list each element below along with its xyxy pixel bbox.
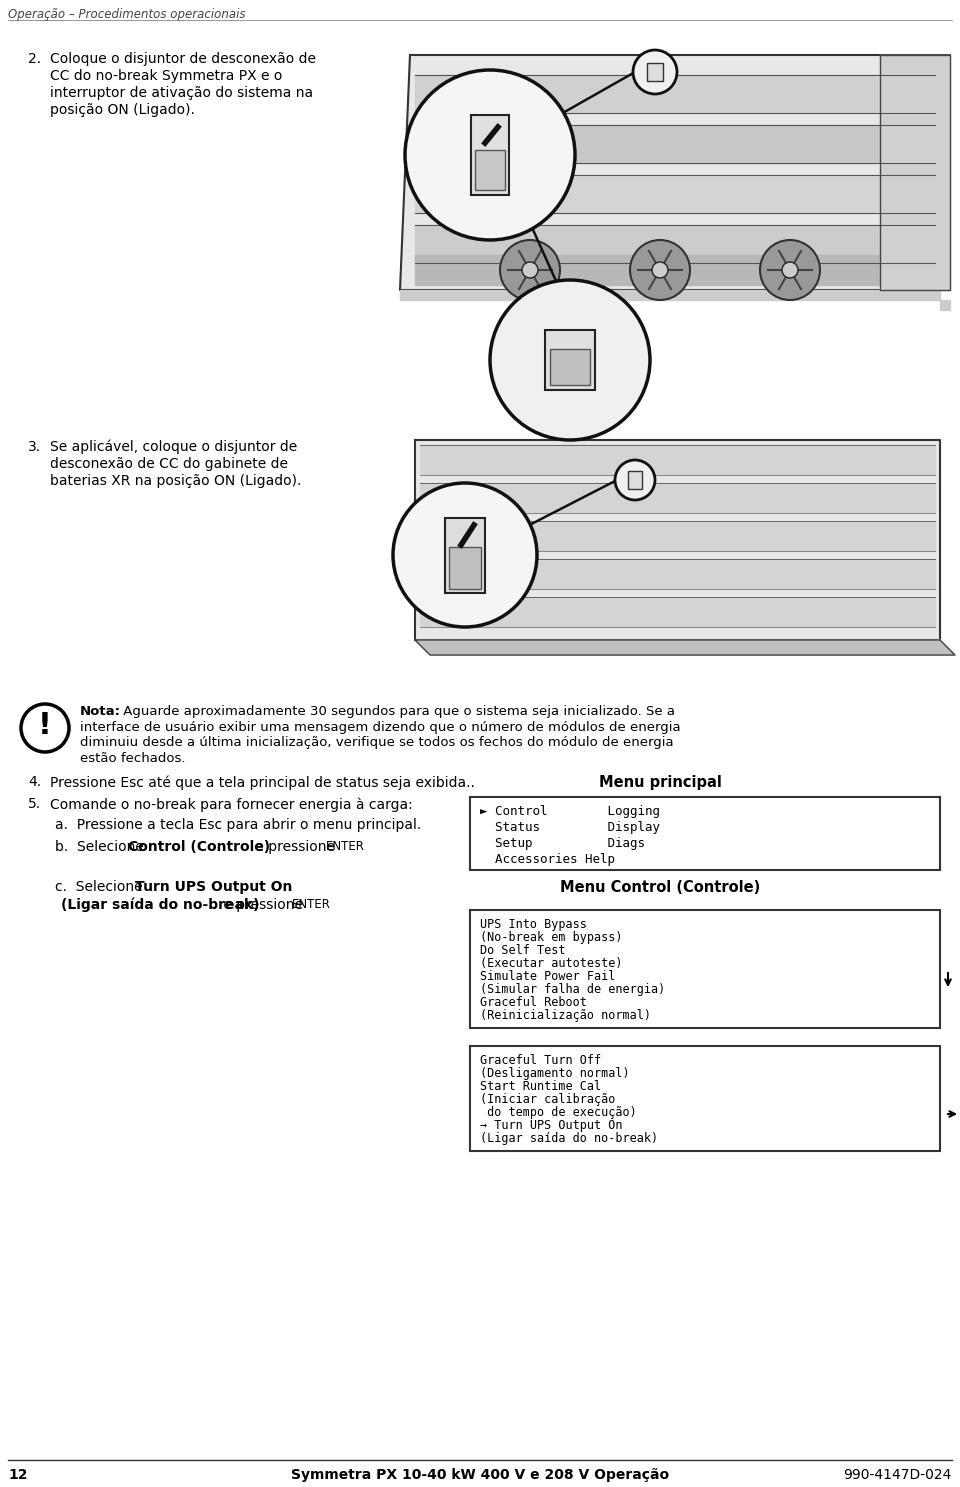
Text: Menu principal: Menu principal bbox=[599, 775, 721, 790]
Text: Turn UPS Output On: Turn UPS Output On bbox=[135, 880, 293, 894]
Text: e pressione: e pressione bbox=[251, 840, 340, 854]
Polygon shape bbox=[415, 254, 935, 286]
Circle shape bbox=[500, 239, 560, 300]
Text: Menu Control (Controle): Menu Control (Controle) bbox=[560, 880, 760, 895]
Text: (Desligamento normal): (Desligamento normal) bbox=[480, 1068, 630, 1080]
Text: Pressione Esc até que a tela principal de status seja exibida..: Pressione Esc até que a tela principal d… bbox=[50, 775, 475, 790]
Polygon shape bbox=[880, 55, 950, 290]
Text: (Ligar saída do no-break): (Ligar saída do no-break) bbox=[480, 1132, 659, 1145]
Text: ► Control        Logging: ► Control Logging bbox=[480, 804, 660, 818]
Text: diminuiu desde a última inicialização, verifique se todos os fechos do módulo de: diminuiu desde a última inicialização, v… bbox=[80, 736, 674, 749]
Text: Graceful Turn Off: Graceful Turn Off bbox=[480, 1054, 601, 1068]
Bar bbox=[475, 150, 505, 190]
Circle shape bbox=[633, 51, 677, 94]
Bar bbox=[550, 349, 590, 385]
Polygon shape bbox=[420, 559, 935, 589]
Polygon shape bbox=[415, 74, 935, 113]
Circle shape bbox=[615, 459, 655, 500]
Bar bbox=[470, 1045, 940, 1151]
Circle shape bbox=[630, 239, 690, 300]
Text: 3.: 3. bbox=[28, 440, 41, 454]
Text: Comande o no-break para fornecer energia à carga:: Comande o no-break para fornecer energia… bbox=[50, 797, 413, 812]
Bar bbox=[470, 797, 940, 870]
Text: (No-break em bypass): (No-break em bypass) bbox=[480, 931, 622, 944]
Text: posição ON (Ligado).: posição ON (Ligado). bbox=[50, 103, 195, 117]
Circle shape bbox=[760, 239, 820, 300]
Text: (Iniciar calibração: (Iniciar calibração bbox=[480, 1093, 615, 1106]
Bar bbox=[471, 114, 509, 195]
Text: Se aplicável, coloque o disjuntor de: Se aplicável, coloque o disjuntor de bbox=[50, 440, 298, 455]
Text: Nota:: Nota: bbox=[80, 705, 121, 718]
Circle shape bbox=[522, 262, 538, 278]
Circle shape bbox=[405, 70, 575, 239]
Text: → Turn UPS Output On: → Turn UPS Output On bbox=[480, 1120, 622, 1132]
Text: CC do no-break Symmetra PX e o: CC do no-break Symmetra PX e o bbox=[50, 68, 282, 83]
Polygon shape bbox=[415, 175, 935, 213]
Text: Setup          Diags: Setup Diags bbox=[480, 837, 645, 851]
Polygon shape bbox=[415, 639, 955, 654]
Bar bbox=[545, 330, 595, 390]
Text: b.  Selecione: b. Selecione bbox=[55, 840, 148, 854]
Text: Operação – Procedimentos operacionais: Operação – Procedimentos operacionais bbox=[8, 7, 246, 21]
Circle shape bbox=[490, 280, 650, 440]
Text: interruptor de ativação do sistema na: interruptor de ativação do sistema na bbox=[50, 86, 313, 100]
Text: 2.: 2. bbox=[28, 52, 41, 65]
Text: 5.: 5. bbox=[28, 797, 41, 810]
Circle shape bbox=[782, 262, 798, 278]
Text: Aguarde aproximadamente 30 segundos para que o sistema seja inicializado. Se a: Aguarde aproximadamente 30 segundos para… bbox=[119, 705, 675, 718]
Text: Status         Display: Status Display bbox=[480, 821, 660, 834]
Text: Accessories Help: Accessories Help bbox=[480, 854, 615, 865]
Polygon shape bbox=[420, 520, 935, 552]
Bar bbox=[449, 547, 481, 589]
Polygon shape bbox=[415, 225, 935, 263]
Text: UPS Into Bypass: UPS Into Bypass bbox=[480, 917, 587, 931]
Text: Symmetra PX 10-40 kW 400 V e 208 V Operação: Symmetra PX 10-40 kW 400 V e 208 V Opera… bbox=[291, 1468, 669, 1483]
Text: ENTER: ENTER bbox=[326, 840, 365, 854]
Text: ENTER: ENTER bbox=[292, 898, 331, 912]
Bar bbox=[628, 471, 642, 489]
Text: 12: 12 bbox=[8, 1468, 28, 1483]
Text: (Executar autoteste): (Executar autoteste) bbox=[480, 958, 622, 970]
Polygon shape bbox=[420, 445, 935, 474]
Text: !: ! bbox=[38, 711, 52, 741]
Circle shape bbox=[21, 703, 69, 752]
Polygon shape bbox=[420, 483, 935, 513]
Text: Coloque o disjuntor de desconexão de: Coloque o disjuntor de desconexão de bbox=[50, 52, 316, 65]
Polygon shape bbox=[420, 596, 935, 628]
Text: (Ligar saída do no-break): (Ligar saída do no-break) bbox=[61, 898, 259, 913]
Text: e pressione: e pressione bbox=[219, 898, 307, 912]
Polygon shape bbox=[415, 440, 940, 639]
Bar bbox=[445, 517, 485, 592]
Polygon shape bbox=[415, 125, 935, 164]
Text: a.  Pressione a tecla Esc para abrir o menu principal.: a. Pressione a tecla Esc para abrir o me… bbox=[55, 818, 421, 833]
Text: c.  Selecione: c. Selecione bbox=[55, 880, 147, 894]
Text: estão fechados.: estão fechados. bbox=[80, 751, 185, 764]
Text: Control (Controle): Control (Controle) bbox=[128, 840, 270, 854]
Circle shape bbox=[652, 262, 668, 278]
Text: desconexão de CC do gabinete de: desconexão de CC do gabinete de bbox=[50, 457, 288, 471]
Text: Graceful Reboot: Graceful Reboot bbox=[480, 996, 587, 1010]
Polygon shape bbox=[400, 290, 950, 309]
Text: 990-4147D-024: 990-4147D-024 bbox=[844, 1468, 952, 1483]
Text: Do Self Test: Do Self Test bbox=[480, 944, 565, 958]
Text: 4.: 4. bbox=[28, 775, 41, 790]
Text: do tempo de execução): do tempo de execução) bbox=[480, 1106, 636, 1120]
Text: interface de usuário exibir uma mensagem dizendo que o número de módulos de ener: interface de usuário exibir uma mensagem… bbox=[80, 721, 681, 733]
Bar bbox=[647, 62, 663, 80]
Text: Start Runtime Cal: Start Runtime Cal bbox=[480, 1080, 601, 1093]
Text: (Simular falha de energia): (Simular falha de energia) bbox=[480, 983, 665, 996]
Text: baterias XR na posição ON (Ligado).: baterias XR na posição ON (Ligado). bbox=[50, 474, 301, 488]
Bar bbox=[470, 910, 940, 1028]
Polygon shape bbox=[400, 55, 950, 290]
Circle shape bbox=[393, 483, 537, 628]
Text: (Reinicialização normal): (Reinicialização normal) bbox=[480, 1010, 651, 1022]
Text: Simulate Power Fail: Simulate Power Fail bbox=[480, 970, 615, 983]
